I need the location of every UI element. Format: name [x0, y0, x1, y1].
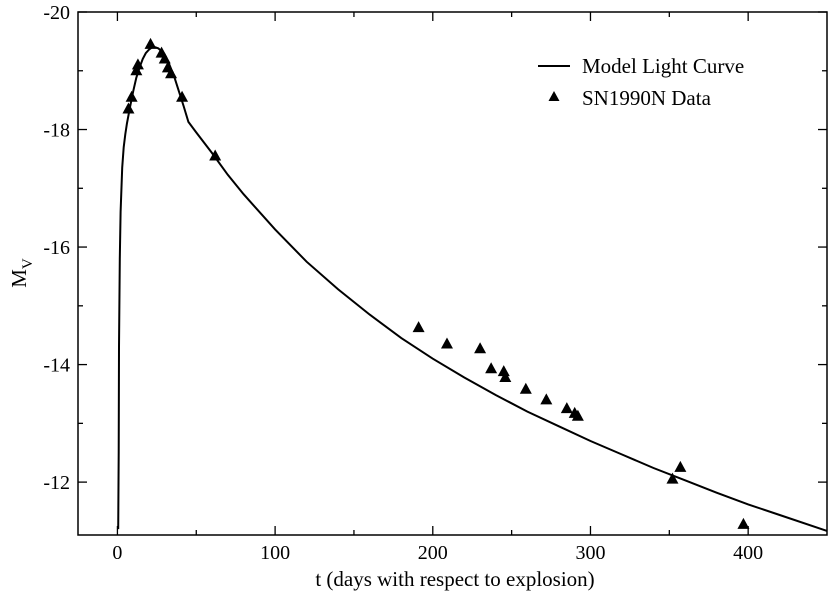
model-light-curve-layer: [117, 46, 828, 532]
x-tick-label-100: 100: [260, 542, 290, 564]
sn1990n-data-points: [122, 37, 750, 529]
data-point-1: [122, 102, 135, 114]
axis-ticks: [78, 11, 827, 535]
data-point-23: [666, 472, 679, 484]
data-point-14: [474, 342, 487, 354]
data-point-18: [519, 382, 532, 394]
y-tick-label-12: -12: [43, 472, 70, 494]
plot-frame: [77, 11, 828, 536]
data-point-5: [144, 37, 157, 49]
data-point-20: [560, 402, 573, 414]
y-axis-title: MV: [7, 258, 36, 288]
data-point-19: [540, 393, 553, 405]
legend-triangle-swatch: [548, 91, 560, 101]
data-point-25: [737, 517, 750, 529]
data-point-11: [209, 149, 222, 161]
data-point-3: [130, 64, 143, 76]
tick-labels: 0 100 200 300 400 -12 -14 -16 -18 -20: [43, 2, 763, 564]
data-point-17: [499, 371, 512, 383]
y-tick-label-20: -20: [43, 2, 70, 24]
y-axis-title-main: M: [7, 269, 31, 288]
x-tick-label-0: 0: [112, 542, 122, 564]
y-tick-label-18: -18: [43, 120, 70, 142]
legend-label-model: Model Light Curve: [582, 54, 744, 78]
data-point-24: [674, 460, 687, 472]
data-point-12: [412, 321, 425, 333]
legend-label-data: SN1990N Data: [582, 86, 712, 110]
x-axis-title: t (days with respect to explosion): [315, 567, 594, 591]
data-point-2: [125, 90, 138, 102]
data-point-9: [165, 67, 178, 79]
legend: Model Light Curve SN1990N Data: [538, 54, 744, 110]
data-point-10: [176, 90, 189, 102]
data-point-16: [497, 365, 510, 377]
data-point-7: [158, 52, 171, 64]
data-point-22: [571, 409, 584, 421]
x-tick-label-200: 200: [418, 542, 448, 564]
x-tick-label-400: 400: [733, 542, 763, 564]
x-tick-label-300: 300: [575, 542, 605, 564]
y-tick-label-16: -16: [43, 237, 70, 259]
data-point-4: [131, 58, 144, 70]
data-point-15: [485, 362, 498, 374]
model-light-curve: [117, 46, 828, 532]
data-point-13: [440, 337, 453, 349]
y-axis-title-subscript: V: [20, 258, 36, 269]
y-tick-label-14: -14: [43, 355, 70, 377]
